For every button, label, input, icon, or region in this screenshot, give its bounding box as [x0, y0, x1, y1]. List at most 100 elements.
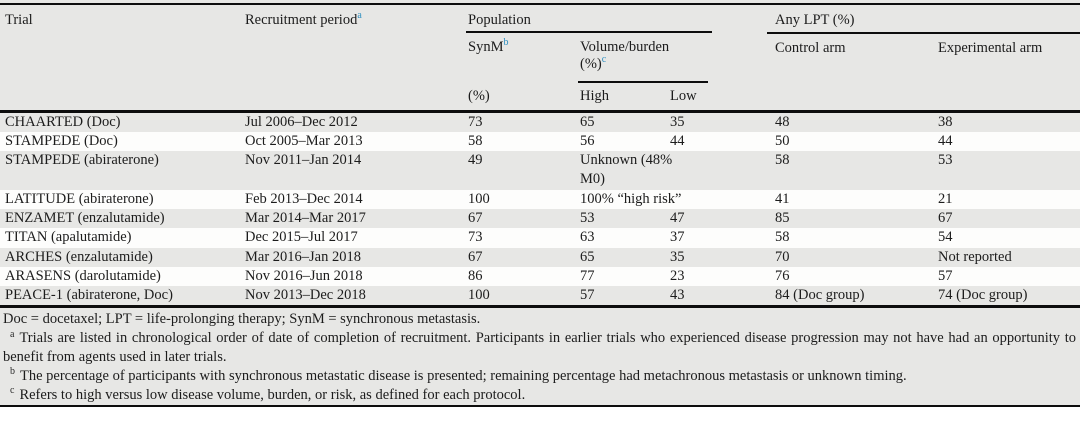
header-volume-unit: (%)c: [580, 54, 767, 73]
trials-table: Trial Recruitment perioda Population Any…: [0, 3, 1080, 308]
cell-control: 70: [775, 248, 790, 265]
col-header-synm-unit: (%): [463, 83, 575, 111]
footnote-a: a Trials are listed in chronological orde…: [3, 329, 1076, 367]
volume-span-text: Unknown (48% M0): [580, 152, 673, 188]
cell-low: 43: [670, 287, 685, 304]
col-header-control-arm: Control arm: [767, 33, 932, 111]
cell-trial: ARASENS (darolutamide): [5, 267, 161, 284]
cell-synm: 58: [468, 132, 483, 149]
cell-synm: 73: [468, 229, 483, 246]
footnote-ref-c: c: [601, 54, 607, 66]
table-row: ENZAMET (enzalutamide) Mar 2014–Mar 2017…: [0, 209, 1080, 228]
cell-experimental: 38: [938, 113, 953, 130]
cell-period: Feb 2013–Dec 2014: [245, 190, 363, 207]
volume-spanner-rule: [578, 81, 708, 83]
cell-control: 41: [775, 190, 790, 207]
header-high-label: High: [580, 88, 609, 104]
cell-high: 65: [580, 113, 595, 130]
table-row: STAMPEDE (Doc) Oct 2005–Mar 2013 58 56 4…: [0, 131, 1080, 152]
header-recruitment-label: Recruitment period: [245, 12, 358, 28]
cell-period: Mar 2016–Jan 2018: [245, 248, 361, 265]
cell-high: 57: [580, 287, 595, 304]
table-row: ARCHES (enzalutamide) Mar 2016–Jan 2018 …: [0, 248, 1080, 267]
cell-high: 65: [580, 248, 595, 265]
col-header-trial: Trial: [0, 4, 240, 111]
table-row: STAMPEDE (abiraterone) Nov 2011–Jan 2014…: [0, 151, 1080, 190]
cell-period: Nov 2013–Dec 2018: [245, 287, 366, 304]
cell-high: 56: [580, 132, 595, 149]
cell-low: 44: [670, 132, 685, 149]
header-control-label: Control arm: [775, 40, 846, 56]
footnote-c-marker: c: [10, 385, 15, 397]
col-header-volume-burden: Volume/burden (%)c: [575, 33, 767, 83]
header-row-2: SynMb Volume/burden (%)c Control arm Exp…: [0, 33, 1080, 83]
table-block: Trial Recruitment perioda Population Any…: [0, 0, 1080, 407]
header-low-label: Low: [670, 88, 697, 104]
cell-period: Mar 2014–Mar 2017: [245, 209, 366, 226]
header-experimental-label: Experimental arm: [938, 40, 1043, 56]
header-row-3: (%) High Low: [0, 83, 1080, 111]
cell-trial: STAMPEDE (abiraterone): [5, 152, 159, 169]
col-header-any-lpt: Any LPT (%): [767, 4, 1080, 34]
cell-experimental: 53: [938, 152, 953, 169]
cell-period: Dec 2015–Jul 2017: [245, 229, 358, 246]
cell-experimental: Not reported: [938, 248, 1012, 265]
cell-synm: 49: [468, 152, 483, 169]
table-row: LATITUDE (abiraterone) Feb 2013–Dec 2014…: [0, 189, 1080, 209]
cell-volume-span: Unknown (48% M0): [575, 151, 767, 190]
cell-low: 35: [670, 113, 685, 130]
cell-synm: 67: [468, 248, 483, 265]
cell-synm: 100: [468, 287, 490, 304]
cell-period: Jul 2006–Dec 2012: [245, 113, 358, 130]
cell-experimental: 67: [938, 209, 953, 226]
header-row-1: Trial Recruitment perioda Population Any…: [0, 4, 1080, 34]
cell-control: 84 (Doc group): [775, 287, 865, 304]
col-header-synm: SynMb: [463, 33, 575, 83]
population-spanner-rule: [466, 31, 712, 33]
footnote-c: c Refers to high versus low disease volum…: [3, 386, 1076, 405]
header-trial-label: Trial: [5, 12, 33, 28]
cell-low: 47: [670, 209, 685, 226]
table-row: CHAARTED (Doc) Jul 2006–Dec 2012 73 65 3…: [0, 111, 1080, 132]
cell-control: 48: [775, 113, 790, 130]
cell-control: 58: [775, 152, 790, 169]
cell-control: 85: [775, 209, 790, 226]
abbreviation-note: Doc = docetaxel; LPT = life-prolonging t…: [3, 311, 481, 328]
cell-trial: LATITUDE (abiraterone): [5, 190, 154, 207]
cell-trial: ARCHES (enzalutamide): [5, 248, 153, 265]
cell-period: Nov 2011–Jan 2014: [245, 152, 362, 169]
table-header: Trial Recruitment perioda Population Any…: [0, 4, 1080, 111]
header-synm-label: SynM: [468, 39, 504, 55]
col-header-high: High: [575, 83, 665, 111]
cell-control: 58: [775, 229, 790, 246]
cell-trial: TITAN (apalutamide): [5, 229, 132, 246]
cell-trial: STAMPEDE (Doc): [5, 132, 118, 149]
cell-synm: 100: [468, 190, 490, 207]
footnote-c-text: Refers to high versus low disease volume…: [19, 387, 526, 404]
col-header-recruitment: Recruitment perioda: [240, 4, 463, 111]
cell-low: 35: [670, 248, 685, 265]
cell-trial: CHAARTED (Doc): [5, 113, 121, 130]
cell-period: Oct 2005–Mar 2013: [245, 132, 363, 149]
cell-experimental: 44: [938, 132, 953, 149]
cell-period: Nov 2016–Jun 2018: [245, 267, 363, 284]
cell-low: 37: [670, 229, 685, 246]
cell-synm: 67: [468, 209, 483, 226]
footnote-b-marker: b: [10, 366, 15, 378]
cell-experimental: 57: [938, 267, 953, 284]
volume-unit-text: (%): [580, 56, 602, 72]
synm-unit-text: (%): [468, 88, 490, 104]
footnote-ref-a: a: [357, 10, 362, 22]
cell-synm: 73: [468, 113, 483, 130]
header-any-lpt-label: Any LPT (%): [775, 12, 855, 28]
footnote-a-text: Trials are listed in chronological order…: [3, 330, 1076, 366]
footnote-b: b The percentage of participants with syn…: [3, 367, 1076, 386]
cell-low: 23: [670, 267, 685, 284]
cell-high: 53: [580, 209, 595, 226]
cell-control: 50: [775, 132, 790, 149]
footnote-ref-b: b: [503, 37, 509, 49]
cell-trial: PEACE-1 (abiraterone, Doc): [5, 287, 173, 304]
table-footnotes: Doc = docetaxel; LPT = life-prolonging t…: [0, 308, 1080, 405]
cell-high: 63: [580, 229, 595, 246]
